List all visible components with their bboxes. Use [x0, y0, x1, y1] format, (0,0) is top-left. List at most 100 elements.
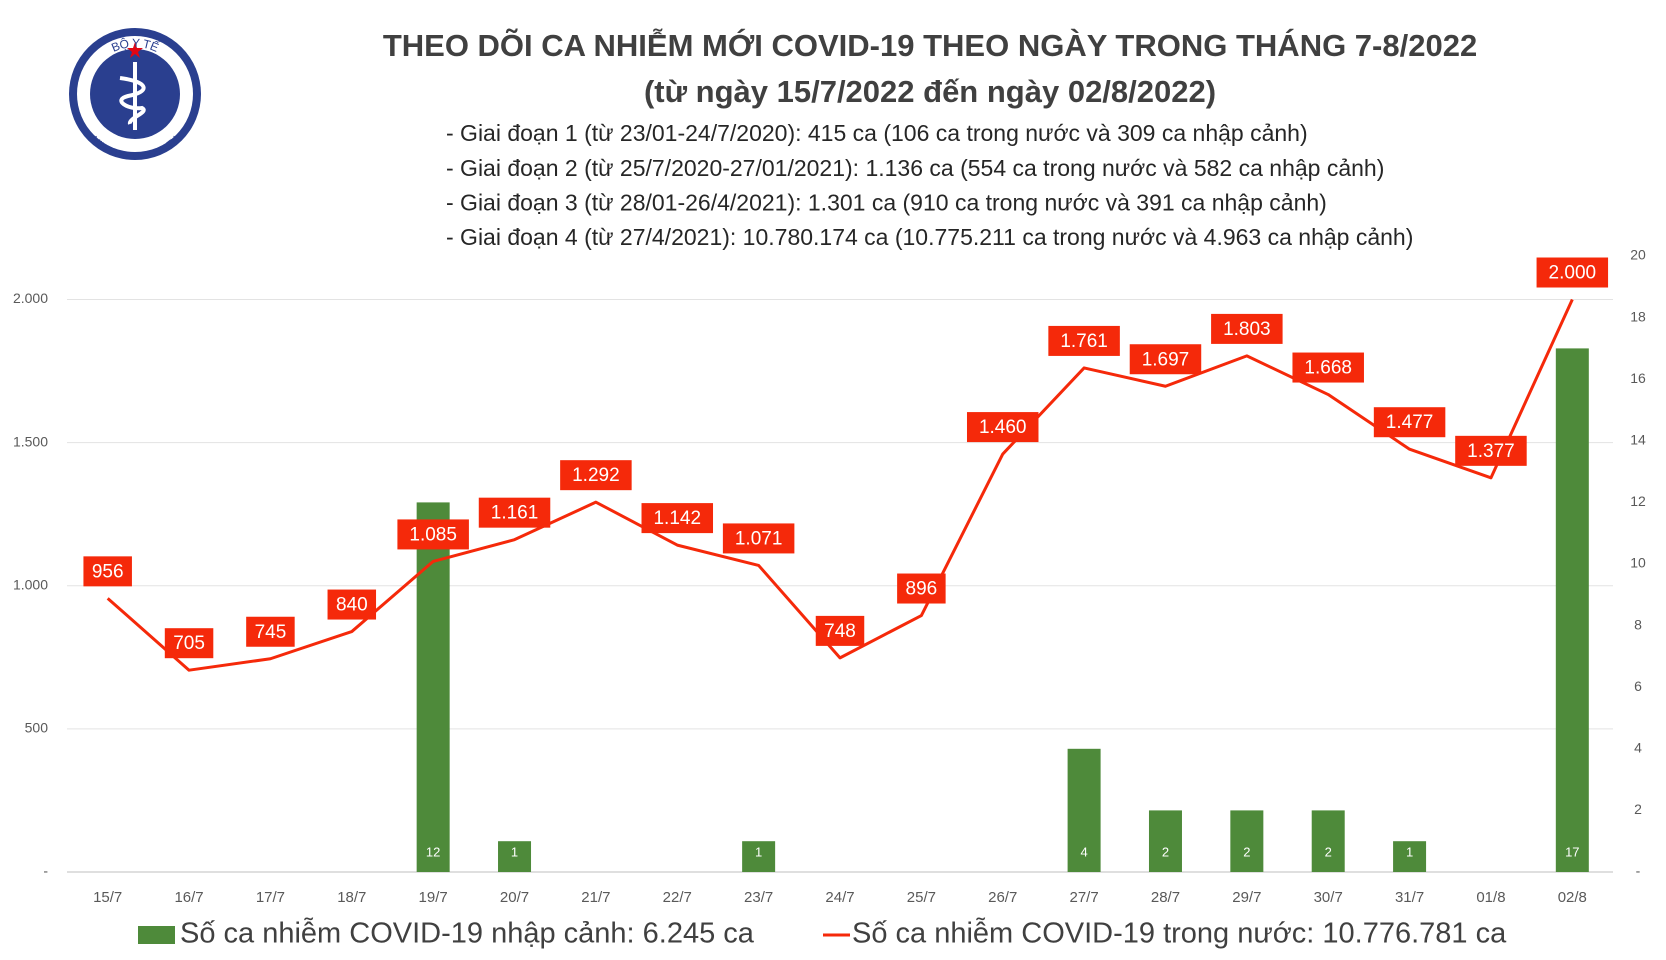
- x-tick-label: 15/7: [93, 889, 122, 906]
- value-label: 2.000: [1549, 263, 1597, 284]
- bar: [416, 502, 450, 872]
- y2-tick-label: 10: [1630, 555, 1646, 571]
- value-label-box: [83, 556, 132, 587]
- bar: [1393, 841, 1427, 872]
- bar-value-label: 2: [1243, 844, 1250, 859]
- bar-value-label: 2: [1162, 844, 1169, 859]
- x-tick-label: 02/8: [1558, 889, 1587, 906]
- value-label: 1.803: [1223, 319, 1271, 340]
- y-tick-label: 1.500: [13, 433, 48, 449]
- value-label: 1.697: [1142, 349, 1190, 370]
- value-label-box: [966, 412, 1039, 443]
- bar-value-label: 12: [426, 844, 440, 859]
- value-label: 745: [255, 622, 287, 643]
- annotation: - Giai đoạn 3 (từ 28/01-26/4/2021): 1.30…: [446, 189, 1327, 215]
- bar-value-label: -: [350, 844, 354, 859]
- annotation: - Giai đoạn 1 (từ 23/01-24/7/2020): 415 …: [446, 120, 1308, 146]
- bar-value-label: 1: [755, 844, 762, 859]
- bar: [742, 841, 776, 872]
- x-tick-label: 24/7: [825, 889, 854, 906]
- value-label: 1.668: [1304, 358, 1352, 379]
- line: [106, 298, 1574, 672]
- value-label-box: [478, 497, 551, 528]
- value-label: 956: [92, 561, 124, 582]
- logo-star: [127, 42, 143, 58]
- value-label-box: [815, 615, 865, 646]
- value-label: 840: [336, 595, 368, 616]
- bar-value-label: 2: [1325, 844, 1332, 859]
- value-label: 1.142: [653, 508, 701, 529]
- x-tick-label: 19/7: [419, 889, 448, 906]
- y2-tick-label: 2: [1634, 801, 1642, 817]
- value-label: 896: [906, 579, 938, 600]
- y2-tick-label: 14: [1630, 432, 1646, 448]
- bar: [1555, 348, 1589, 872]
- legend-swatch: [138, 926, 175, 944]
- bar-value-label: -: [594, 844, 598, 859]
- bar-value-label: -: [838, 844, 842, 859]
- x-tick-label: 17/7: [256, 889, 285, 906]
- value-label: 705: [173, 633, 205, 654]
- legend-label: Số ca nhiễm COVID-19 nhập cảnh: 6.245 ca: [180, 917, 755, 950]
- x-tick-label: 28/7: [1151, 889, 1180, 906]
- x-tick-label: 26/7: [988, 889, 1017, 906]
- value-label-box: [1048, 325, 1120, 356]
- y-tick-label: 2.000: [13, 290, 48, 306]
- value-label-box: [560, 460, 632, 491]
- legend-label: Số ca nhiễm COVID-19 trong nước: 10.776.…: [852, 917, 1507, 950]
- bar: [1148, 810, 1182, 872]
- x-tick-label: 30/7: [1314, 889, 1343, 906]
- value-label-box: [1373, 407, 1446, 438]
- annotation: - Giai đoạn 2 (từ 25/7/2020-27/01/2021):…: [446, 155, 1384, 181]
- value-label: 1.085: [409, 524, 457, 545]
- y-tick-label: 1.000: [13, 576, 48, 592]
- chart-subtitle: (từ ngày 15/7/2022 đến ngày 02/8/2022): [644, 74, 1216, 109]
- annotation: - Giai đoạn 4 (từ 27/4/2021): 10.780.174…: [446, 224, 1413, 250]
- bar: [1230, 810, 1264, 872]
- x-tick-label: 16/7: [174, 889, 203, 906]
- bar-value-label: -: [106, 844, 110, 859]
- bar-value-label: 4: [1080, 844, 1087, 859]
- value-label-box: [1292, 352, 1364, 383]
- x-tick-label: 22/7: [663, 889, 692, 906]
- value-label: 1.761: [1060, 331, 1108, 352]
- x-tick-label: 21/7: [581, 889, 610, 906]
- value-label-box: [1129, 344, 1202, 375]
- y2-tick-label: 16: [1630, 370, 1646, 386]
- bar-value-label: -: [187, 844, 191, 859]
- x-tick-label: 27/7: [1070, 889, 1099, 906]
- bar-value-label: 1: [511, 844, 518, 859]
- value-label: 748: [824, 621, 856, 642]
- value-label-box: [397, 519, 469, 550]
- value-label-box: [246, 616, 295, 647]
- value-label: 1.460: [979, 417, 1027, 438]
- logo-top-text-path: BỘ Y TẾ: [109, 36, 161, 55]
- value-label: 1.071: [735, 528, 783, 549]
- bar-value-label: -: [675, 844, 679, 859]
- y2-tick-label: 6: [1634, 678, 1642, 694]
- y-tick-label: -: [43, 863, 48, 879]
- bar: [1311, 810, 1345, 872]
- x-tick-label: 20/7: [500, 889, 529, 906]
- x-tick-label: 18/7: [337, 889, 366, 906]
- bar: [498, 841, 532, 872]
- bar-value-label: -: [1489, 844, 1493, 859]
- y2-tick-label: 18: [1630, 308, 1646, 324]
- value-label: 1.161: [491, 503, 539, 524]
- value-label-box: [641, 503, 714, 534]
- value-label-box: [327, 589, 377, 620]
- value-label-box: [1536, 257, 1609, 288]
- value-label-box: [1211, 313, 1283, 344]
- y2-tick-label: 4: [1634, 740, 1642, 756]
- value-label-box: [897, 573, 946, 604]
- x-tick-label: 01/8: [1476, 889, 1505, 906]
- value-label: 1.377: [1467, 441, 1515, 462]
- bar: [1067, 748, 1101, 872]
- value-label: 1.477: [1386, 412, 1434, 433]
- logo-top-text: BỘ Y TẾ: [109, 36, 161, 55]
- y2-tick-label: 12: [1630, 493, 1646, 509]
- y-tick-label: 500: [25, 720, 49, 736]
- x-tick-label: 25/7: [907, 889, 936, 906]
- x-tick-label: 23/7: [744, 889, 773, 906]
